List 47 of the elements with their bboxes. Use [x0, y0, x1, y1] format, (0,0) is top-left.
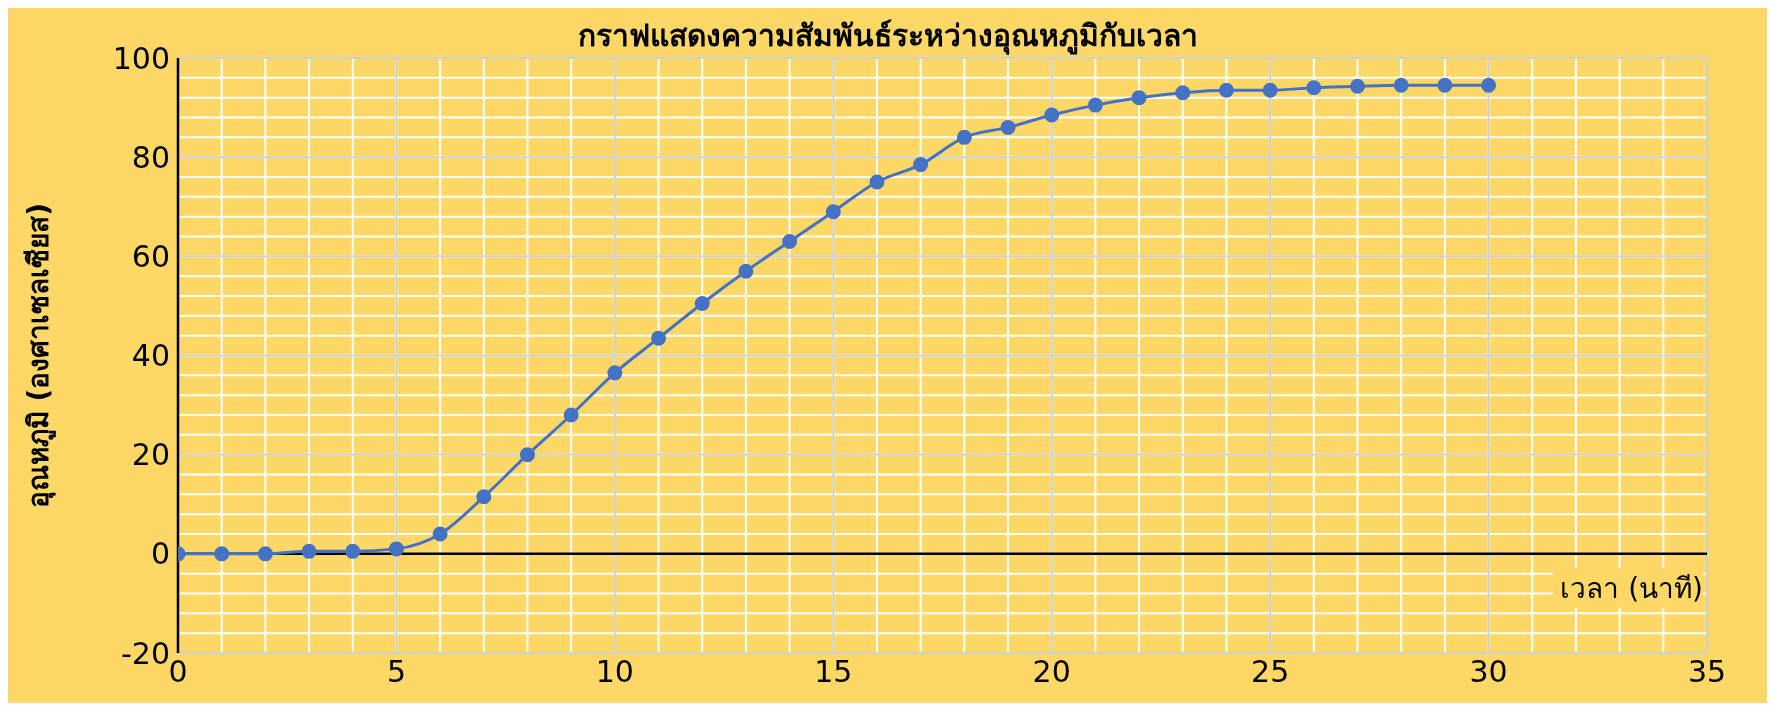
point: [1000, 119, 1016, 135]
x-axis-title: เวลา (นาที): [1560, 571, 1703, 605]
x-tick-label: 25: [1251, 654, 1290, 690]
point: [956, 129, 972, 145]
point: [257, 546, 273, 562]
point: [1481, 77, 1497, 93]
y-tick-label: 0: [150, 536, 170, 572]
point: [301, 543, 317, 559]
point: [913, 157, 929, 173]
y-tick-label: 100: [112, 40, 170, 76]
point: [1306, 80, 1322, 96]
point: [388, 541, 404, 557]
x-tick-label: 10: [595, 654, 634, 690]
point: [1175, 85, 1191, 101]
point: [607, 365, 623, 381]
x-tick-label: 35: [1687, 654, 1727, 690]
point: [1087, 97, 1103, 113]
chart-title: กราฟแสดงความสัมพันธ์ระหว่างอุณหภูมิกับเวลา: [577, 18, 1198, 53]
y-axis-title: อุณหภูมิ (องศาเซลเซียส): [21, 202, 56, 509]
x-tick-label: 20: [1032, 654, 1071, 690]
point: [563, 407, 579, 423]
point: [345, 543, 361, 559]
point: [1218, 82, 1234, 98]
point: [782, 233, 798, 249]
y-tick-label: -20: [121, 635, 170, 671]
point: [1350, 78, 1366, 94]
point: [476, 489, 492, 505]
point: [651, 330, 667, 346]
x-tick-label: 15: [814, 654, 853, 690]
y-tick-label: 20: [131, 437, 170, 473]
point: [738, 263, 754, 279]
y-tick-label: 80: [131, 139, 170, 175]
point: [694, 295, 710, 311]
point: [214, 546, 230, 562]
point: [432, 526, 448, 542]
point: [869, 174, 885, 190]
point: [1044, 107, 1060, 123]
point: [1437, 77, 1453, 93]
x-tick-label: 30: [1469, 654, 1508, 690]
point: [825, 204, 841, 220]
point: [1131, 90, 1147, 106]
y-tick-label: 60: [131, 238, 170, 274]
y-tick-label: 40: [131, 338, 170, 374]
x-tick-label: 5: [386, 654, 406, 690]
point: [1393, 77, 1409, 93]
point: [1262, 82, 1278, 98]
point: [519, 447, 535, 463]
